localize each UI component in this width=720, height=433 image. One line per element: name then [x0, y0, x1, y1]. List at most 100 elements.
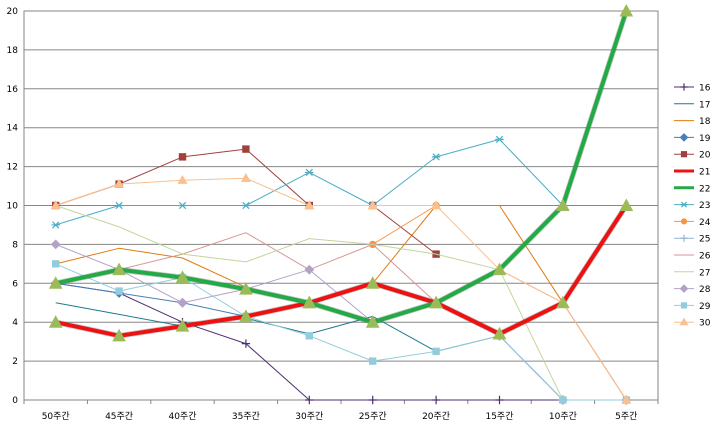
x-tick-label: 20주간 — [422, 411, 450, 422]
y-tick-label: 10 — [7, 202, 19, 212]
data-point — [556, 198, 570, 211]
data-point — [429, 295, 443, 309]
legend-item-28: 28 — [674, 284, 711, 295]
legend-marker — [679, 284, 689, 293]
legend-marker — [680, 218, 688, 225]
legend-marker — [679, 133, 689, 142]
y-tick-label: 16 — [7, 85, 19, 95]
data-point — [619, 3, 634, 17]
legend-marker — [680, 151, 688, 158]
legend-marker — [680, 234, 688, 242]
legend-item-22: 22 — [674, 184, 710, 194]
legend-label: 19 — [699, 134, 711, 144]
legend-label: 29 — [699, 302, 711, 312]
data-point — [241, 339, 251, 348]
x-tick-label: 45주간 — [105, 411, 133, 422]
legend-label: 25 — [699, 235, 710, 245]
legend-item-16: 16 — [674, 83, 711, 94]
data-point — [495, 135, 504, 143]
y-tick-label: 8 — [12, 240, 18, 250]
legend-item-23: 23 — [674, 201, 710, 211]
data-point — [50, 200, 61, 210]
legend-marker — [679, 317, 689, 326]
x-tick-label: 30주간 — [295, 411, 323, 422]
legend-label: 27 — [699, 268, 710, 278]
x-tick-label: 50주간 — [42, 411, 70, 422]
data-point — [177, 297, 188, 308]
data-point — [177, 175, 188, 184]
x-tick-label: 35주간 — [232, 411, 260, 422]
legend-marker — [680, 83, 688, 91]
data-point — [178, 201, 187, 210]
x-tick-label: 25주간 — [359, 411, 387, 422]
legend: 16 17 18 19 20 21 22 23 24 25 26 27 28 29 30 — [674, 83, 711, 329]
data-point — [50, 239, 61, 250]
y-tick-label: 20 — [7, 7, 19, 17]
data-point — [48, 315, 63, 328]
series-line — [55, 204, 628, 338]
data-point — [112, 328, 126, 342]
series-line — [55, 177, 627, 401]
data-point — [367, 200, 378, 210]
data-point — [112, 262, 126, 276]
data-point — [305, 332, 314, 340]
legend-item-26: 26 — [674, 252, 711, 262]
data-point — [368, 395, 377, 405]
data-point — [114, 178, 125, 188]
legend-label: 20 — [699, 151, 711, 161]
legend-label: 18 — [699, 117, 711, 127]
legend-label: 21 — [699, 168, 710, 178]
data-point — [431, 395, 441, 405]
data-point — [431, 153, 441, 161]
data-point — [175, 319, 190, 332]
series-line — [55, 205, 627, 401]
data-point — [492, 262, 507, 276]
legend-label: 23 — [699, 201, 710, 211]
x-tick-label: 15주간 — [485, 411, 513, 422]
data-point — [242, 145, 250, 153]
legend-item-19: 19 — [674, 133, 711, 144]
data-point — [114, 201, 124, 210]
series-22-markers — [48, 3, 634, 328]
data-point — [619, 198, 634, 211]
series-21 — [55, 203, 629, 339]
y-tick-label: 2 — [12, 357, 18, 367]
data-point — [305, 395, 314, 405]
legend-item-20: 20 — [674, 151, 711, 161]
data-point — [559, 396, 567, 404]
x-tick-label: 40주간 — [168, 411, 196, 422]
legend-marker — [680, 201, 688, 208]
data-point — [556, 295, 570, 309]
data-point — [492, 326, 507, 340]
data-point — [365, 315, 380, 328]
legend-item-18: 18 — [674, 117, 711, 127]
legend-item-29: 29 — [674, 302, 711, 312]
data-point — [302, 295, 317, 309]
series-22 — [55, 10, 629, 325]
data-point — [369, 357, 377, 365]
series-line — [55, 263, 627, 401]
data-point — [304, 264, 315, 275]
x-tick-label: 5주간 — [615, 411, 637, 422]
legend-item-30: 30 — [674, 317, 711, 329]
legend-label: 22 — [699, 184, 710, 194]
data-point — [178, 153, 187, 161]
data-point — [241, 201, 251, 210]
data-point — [239, 309, 253, 322]
legend-item-27: 27 — [674, 268, 710, 278]
legend-marker — [680, 302, 688, 309]
data-point — [304, 200, 315, 210]
legend-item-24: 24 — [674, 218, 711, 228]
data-point — [240, 173, 251, 182]
legend-item-21: 21 — [674, 168, 710, 178]
y-tick-label: 18 — [7, 46, 19, 56]
y-tick-label: 0 — [12, 396, 18, 406]
legend-label: 26 — [699, 252, 711, 262]
data-point — [48, 276, 63, 289]
series-30 — [50, 173, 632, 404]
legend-label: 17 — [699, 100, 710, 110]
x-tick-label: 10주간 — [549, 411, 577, 422]
legend-item-17: 17 — [674, 100, 710, 110]
